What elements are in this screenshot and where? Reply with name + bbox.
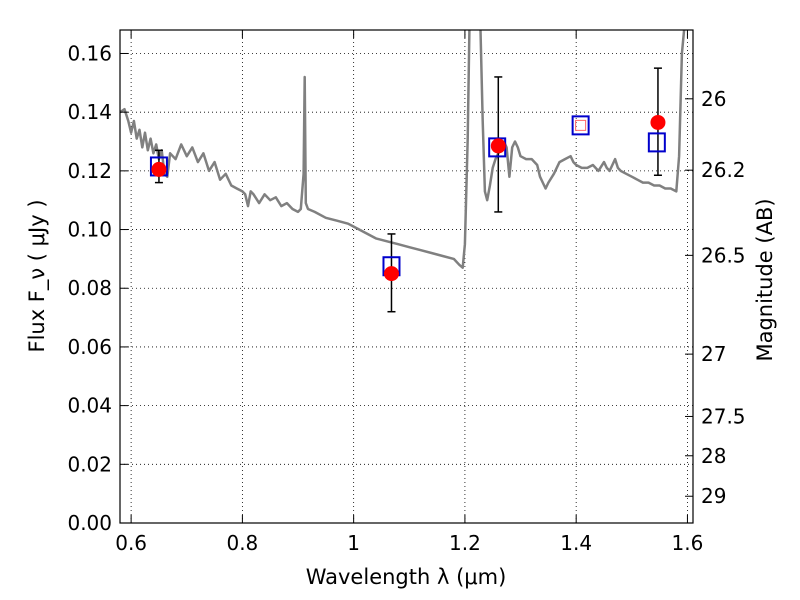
y-tick-label: 0.14 [67, 100, 112, 124]
template-spectrum-line [120, 30, 471, 269]
y-tick-label: 0.10 [67, 218, 112, 242]
y2-tick-label: 26.2 [701, 158, 746, 182]
observed-flux-point [383, 266, 399, 282]
model-flux-square [571, 115, 590, 136]
axis-tick-labels: 0.6 0.8 1 1.2 1.4 1.6 0.00 0.02 0.04 0.06 0.08 0.10… [67, 41, 745, 555]
plot-frame [119, 29, 694, 524]
y-axis-label: Flux F_ν ( μJy ) [25, 199, 50, 352]
y2-tick-label: 27 [701, 342, 726, 366]
x-axis-label: Wavelength λ (μm) [306, 565, 507, 589]
x-tick-label: 1.6 [672, 531, 704, 555]
y-tick-label: 0.04 [67, 394, 112, 418]
x-tick-label: 0.6 [115, 531, 147, 555]
observed-flux-point [151, 161, 167, 177]
y2-tick-label: 29 [701, 484, 726, 508]
y-tick-label: 0.12 [67, 159, 112, 183]
y2-axis-label: Magnitude (AB) [753, 198, 777, 361]
plot-area [120, 30, 686, 313]
y2-tick-label: 28 [701, 444, 726, 468]
y-tick-label: 0.00 [67, 511, 112, 535]
x-tick-label: 0.8 [226, 531, 258, 555]
observed-flux-point [650, 114, 666, 130]
x-tick-label: 1.4 [560, 531, 592, 555]
model-flux-square [647, 132, 666, 153]
x-tick-label: 1.2 [449, 531, 481, 555]
y-tick-label: 0.02 [67, 452, 112, 476]
y-tick-label: 0.06 [67, 335, 112, 359]
y2-tick-label: 26 [701, 87, 726, 111]
y-tick-label: 0.08 [67, 276, 112, 300]
observed-flux-point [490, 138, 506, 154]
axis-ticks [120, 30, 693, 524]
y2-tick-label: 26.5 [701, 243, 746, 267]
upper-limit-marker [575, 119, 587, 131]
y-tick-label: 0.16 [67, 41, 112, 65]
y2-tick-label: 27.5 [701, 404, 746, 428]
x-tick-label: 1 [347, 531, 360, 555]
